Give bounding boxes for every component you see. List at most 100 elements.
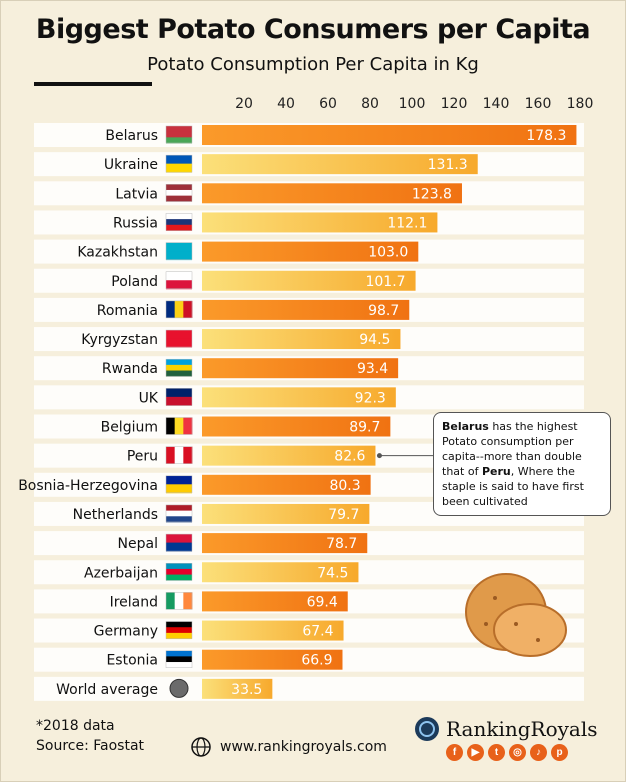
- bar: [202, 649, 343, 670]
- x-tick-label: 80: [361, 96, 379, 112]
- website-link[interactable]: www.rankingroyals.com: [190, 736, 387, 758]
- value-label: 80.3: [329, 478, 360, 494]
- x-tick-label: 180: [567, 96, 594, 112]
- flag-icon: [169, 678, 189, 698]
- value-label: 74.5: [317, 565, 348, 581]
- youtube-icon[interactable]: ▶: [467, 744, 484, 761]
- value-label: 94.5: [359, 332, 390, 348]
- x-tick-label: 140: [483, 96, 510, 112]
- bar: [202, 474, 371, 495]
- brand-emblem-icon: [415, 717, 439, 741]
- category-label: Bosnia-Herzegovina: [18, 478, 158, 494]
- flag-icon: [165, 388, 193, 406]
- value-label: 66.9: [301, 653, 332, 669]
- category-label: Azerbaijan: [84, 565, 158, 581]
- flag-icon: [165, 271, 193, 290]
- bar: [202, 212, 438, 233]
- bar: [202, 270, 416, 291]
- social-icons: f ▶ t ◎ ♪ p: [446, 744, 568, 761]
- flag-icon: [165, 533, 193, 552]
- chart-subtitle: Potato Consumption Per Capita in Kg: [147, 54, 479, 75]
- brand-name: RankingRoyals: [446, 717, 598, 741]
- footnote: *2018 data Source: Faostat: [36, 716, 144, 756]
- category-label: Ukraine: [104, 157, 158, 173]
- bar: [202, 416, 391, 437]
- x-tick-label: 60: [319, 96, 337, 112]
- bar: [202, 445, 376, 466]
- bar: [202, 591, 348, 612]
- category-label: Kyrgyzstan: [81, 332, 158, 348]
- twitter-icon[interactable]: t: [488, 744, 505, 761]
- value-label: 92.3: [355, 390, 386, 406]
- flag-icon: [165, 300, 193, 319]
- bar: [202, 183, 462, 204]
- flag-icon: [165, 125, 193, 144]
- bar: [202, 299, 410, 320]
- note-text-2: , Where the staple is said to have first…: [442, 465, 584, 508]
- category-label: UK: [139, 390, 159, 406]
- source-note: Source: Faostat: [36, 738, 145, 754]
- flag-icon: [165, 242, 193, 261]
- value-label: 78.7: [326, 536, 357, 552]
- flag-icon: [165, 475, 193, 494]
- flag-icon: [165, 592, 193, 610]
- flag-icon: [165, 358, 193, 377]
- value-label: 123.8: [412, 186, 452, 202]
- title-underline: [34, 82, 152, 86]
- flag-icon: [165, 650, 193, 669]
- value-label: 69.4: [307, 594, 338, 610]
- category-label: World average: [56, 682, 158, 698]
- callout-dot: [376, 453, 382, 459]
- bar: [202, 125, 577, 145]
- category-label: Romania: [97, 303, 158, 319]
- category-label: Belarus: [105, 128, 158, 144]
- x-tick-label: 160: [525, 96, 552, 112]
- x-tick-label: 20: [235, 96, 253, 112]
- value-label: 82.6: [334, 449, 365, 465]
- data-year-note: *2018 data: [36, 718, 115, 734]
- facebook-icon[interactable]: f: [446, 744, 463, 761]
- brand-logo: RankingRoyals: [414, 716, 598, 742]
- category-label: Netherlands: [73, 507, 158, 523]
- callout-note: Belarus has the highest Potato consumpti…: [433, 412, 611, 516]
- category-label: Germany: [94, 624, 158, 640]
- flag-icon: [165, 417, 193, 435]
- bar: [202, 533, 368, 554]
- category-label: Russia: [113, 215, 158, 231]
- bar: [202, 358, 399, 379]
- bar: [202, 241, 419, 262]
- value-label: 89.7: [349, 420, 380, 436]
- globe-icon: [191, 737, 211, 757]
- value-label: 67.4: [302, 624, 333, 640]
- bar: [202, 387, 396, 408]
- flag-icon: [165, 213, 193, 231]
- bar: [202, 678, 273, 699]
- flag-icon: [165, 563, 193, 581]
- instagram-icon[interactable]: ◎: [509, 744, 526, 761]
- flag-icon: [165, 184, 193, 202]
- note-bold-country: Belarus: [442, 420, 489, 433]
- category-label: Estonia: [106, 653, 158, 669]
- value-label: 131.3: [428, 157, 468, 173]
- pinterest-icon[interactable]: p: [551, 744, 568, 761]
- note-text: has the highest Potato consumption per c…: [442, 420, 582, 478]
- value-label: 98.7: [368, 303, 399, 319]
- value-label: 101.7: [365, 274, 405, 290]
- website-text: www.rankingroyals.com: [220, 739, 387, 755]
- value-label: 112.1: [387, 215, 427, 231]
- x-tick-label: 120: [441, 96, 468, 112]
- flag-icon: [165, 329, 193, 348]
- chart-title: Biggest Potato Consumers per Capita: [35, 14, 591, 45]
- category-label: Poland: [111, 274, 158, 290]
- flag-icon: [165, 504, 193, 523]
- flag-icon: [165, 621, 193, 640]
- value-label: 178.3: [526, 128, 566, 144]
- x-tick-label: 40: [277, 96, 295, 112]
- value-label: 103.0: [368, 245, 408, 261]
- tiktok-icon[interactable]: ♪: [530, 744, 547, 761]
- value-label: 33.5: [231, 682, 262, 698]
- category-label: Belgium: [101, 420, 158, 436]
- category-label: Peru: [127, 449, 158, 465]
- bar: [202, 154, 478, 175]
- category-label: Rwanda: [102, 361, 158, 377]
